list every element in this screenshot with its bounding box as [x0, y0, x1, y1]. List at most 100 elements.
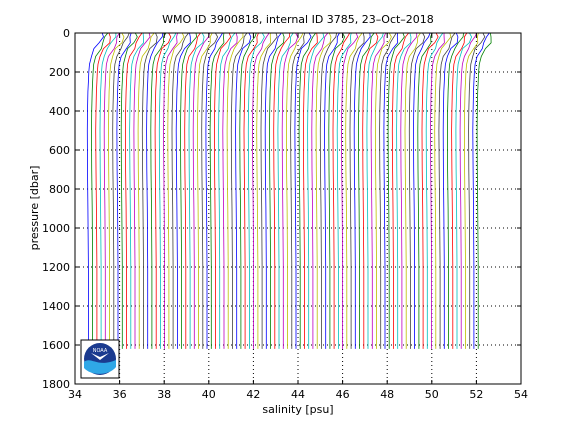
y-tick-label: 1400 [42, 300, 70, 313]
profile-line [366, 32, 384, 349]
profile-line [374, 32, 392, 349]
profile-line [302, 32, 318, 349]
y-tick-label: 1600 [42, 339, 70, 352]
profile-line [332, 32, 351, 349]
profile-line [235, 32, 252, 349]
profile-line [315, 32, 332, 349]
profile-line [273, 32, 291, 349]
profile-line [290, 32, 306, 349]
profile-line [133, 32, 151, 349]
profile-line [391, 32, 410, 349]
profile-line [468, 32, 486, 349]
logo-wave [84, 360, 116, 374]
profile-line [438, 32, 456, 349]
profile-line [353, 32, 371, 349]
y-axis-ticks: 0 200 400 600 800 1000 1200 1400 1600 1800 [42, 27, 521, 391]
profiles [86, 32, 492, 349]
x-tick-label: 46 [336, 388, 350, 401]
profile-line [247, 32, 265, 349]
x-axis-label: salinity [psu] [262, 403, 333, 416]
profile-line [277, 32, 294, 349]
x-tick-label: 36 [113, 388, 127, 401]
y-tick-label: 0 [63, 27, 70, 40]
profile-line [163, 32, 178, 349]
profile-line [472, 32, 490, 349]
profile-line [239, 32, 257, 349]
profile-line [281, 32, 299, 349]
profile-line [451, 32, 468, 349]
profile-line [209, 32, 225, 349]
profile-line [442, 32, 459, 349]
profile-line [476, 32, 492, 349]
profile-line [269, 32, 285, 349]
y-tick-label: 800 [49, 183, 70, 196]
profile-line [434, 32, 452, 349]
profile-line [213, 32, 232, 349]
profile-line [400, 33, 418, 349]
profile-line [137, 32, 155, 349]
profile-line [146, 32, 164, 349]
y-tick-label: 1800 [42, 378, 70, 391]
profile-line [230, 32, 248, 349]
profile-line [379, 32, 397, 349]
profile-line [86, 32, 104, 349]
profile-line [328, 32, 346, 349]
profile-line [222, 32, 238, 349]
profile-line [192, 32, 210, 349]
x-tick-label: 48 [380, 388, 394, 401]
profile-line [120, 32, 138, 349]
profile-line [256, 33, 272, 349]
profile-line [341, 32, 359, 349]
profile-line [226, 32, 244, 349]
profile-line [319, 32, 337, 349]
profile-line [324, 32, 340, 349]
x-tick-label: 54 [514, 388, 528, 401]
x-axis-ticks: 34 36 38 40 42 44 46 48 50 52 54 [68, 33, 528, 401]
profile-line [154, 32, 172, 349]
profile-line [345, 32, 363, 349]
profile-line [298, 32, 317, 349]
profile-line [252, 32, 270, 349]
y-axis-label: pressure [dbar] [28, 166, 41, 251]
profile-line [218, 32, 236, 349]
profile-line [370, 32, 387, 349]
profile-line [404, 32, 421, 349]
profile-line [175, 32, 191, 349]
profile-line [171, 32, 189, 349]
chart-title: WMO ID 3900818, internal ID 3785, 23–Oct… [162, 13, 434, 26]
profile-line [294, 32, 312, 349]
profile-line [124, 32, 143, 349]
profile-line [430, 32, 445, 349]
logo-text: NOAA [93, 348, 108, 354]
profile-line [383, 32, 399, 349]
profile-line [459, 32, 478, 349]
logo-gull [91, 353, 109, 360]
y-tick-label: 600 [49, 144, 70, 157]
profile-line [243, 32, 259, 349]
profile-line [285, 32, 304, 349]
profile-line [201, 32, 219, 349]
profile-line [95, 32, 111, 349]
x-tick-label: 50 [425, 388, 439, 401]
x-tick-label: 52 [469, 388, 483, 401]
y-tick-label: 1200 [42, 261, 70, 274]
profile-line [188, 32, 205, 349]
profile-line [387, 32, 405, 349]
profile-line [421, 32, 439, 349]
profile-line [336, 32, 352, 349]
profile-line [425, 32, 444, 349]
y-tick-label: 200 [49, 66, 70, 79]
x-tick-label: 40 [202, 388, 216, 401]
noaa-logo: NOAA [80, 339, 120, 379]
profile-line [408, 32, 426, 349]
profile-line [108, 32, 125, 349]
profile-line [141, 32, 158, 349]
x-tick-label: 44 [291, 388, 305, 401]
profile-line [307, 32, 325, 349]
profile-line [91, 32, 109, 349]
profile-line [116, 32, 132, 349]
profile-line [180, 32, 198, 349]
profile-line [357, 32, 375, 349]
